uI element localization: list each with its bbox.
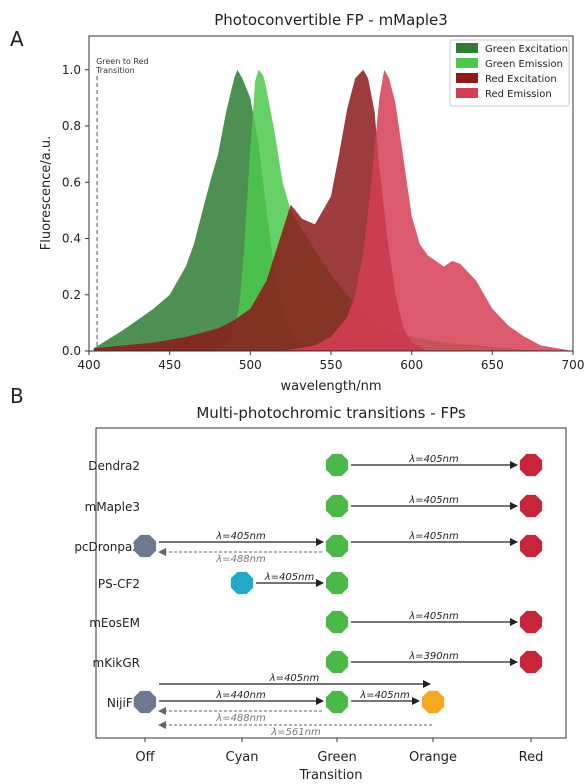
protein-label: mMaple3 <box>85 500 140 514</box>
reverse-transition-label: λ=561nm <box>270 727 321 738</box>
state-label: Green <box>317 750 356 765</box>
state-green-marker <box>325 690 349 714</box>
protein-label: Dendra2 <box>88 459 140 473</box>
transition-annotation: Green to Red <box>96 57 149 66</box>
legend-entry: Green Excitation <box>485 44 568 55</box>
state-green-marker <box>325 534 349 558</box>
transition-label: λ=405nm <box>215 531 266 542</box>
reverse-transition-label: λ=488nm <box>215 554 266 565</box>
legend: Green Excitation Green Emission Red Excita… <box>449 39 570 107</box>
panel-b-letter: B <box>10 384 24 408</box>
state-green-marker <box>325 494 349 518</box>
transition-label: λ=405nm <box>264 572 315 583</box>
state-orange-marker <box>421 690 445 714</box>
spectra-plot-frame <box>88 35 574 352</box>
reverse-transition-label: λ=488nm <box>215 713 266 724</box>
series-red-emission <box>282 69 573 351</box>
state-label: Orange <box>409 750 457 765</box>
y-tick-label: 0.2 <box>62 288 81 302</box>
legend-box <box>449 39 570 107</box>
panel-a-title: Photoconvertible FP - mMaple3 <box>214 11 448 29</box>
state-label: Off <box>135 750 155 765</box>
transition-label: λ=405nm <box>408 495 459 506</box>
spectra-plot: 400 450 500 550 600 650 700 0.0 0.2 0.4 0.6 0.8 1.0 G… <box>62 39 585 372</box>
protein-label: mKikGR <box>93 656 140 670</box>
transition-label: λ=405nm <box>269 673 320 684</box>
x-tick-label: 400 <box>78 358 101 372</box>
state-off-marker <box>133 534 157 558</box>
legend-swatch <box>456 88 478 98</box>
y-tick-label: 1.0 <box>62 63 81 77</box>
y-tick-label: 0.6 <box>62 175 81 189</box>
state-green-marker <box>325 571 349 595</box>
transition-label: λ=390nm <box>408 651 459 662</box>
transitions-diagram: Dendra2 λ=405nm mMaple3 λ=405nm pcDronpa2 λ=4… <box>74 453 544 765</box>
protein-label: pcDronpa2 <box>74 540 140 554</box>
protein-label: PS-CF2 <box>98 577 140 591</box>
series-red-excitation <box>93 69 428 351</box>
panel-a-letter: A <box>10 27 24 51</box>
transition-label: λ=405nm <box>359 690 410 701</box>
y-tick-label: 0.4 <box>62 232 81 246</box>
state-red-marker <box>519 610 543 634</box>
state-label: Cyan <box>226 750 259 765</box>
x-tick-label: 500 <box>239 358 262 372</box>
y-tick-label: 0.0 <box>62 344 81 358</box>
legend-entry: Red Excitation <box>485 74 557 85</box>
x-tick-label: 700 <box>562 358 585 372</box>
panel-b-title: Multi-photochromic transitions - FPs <box>196 404 466 422</box>
protein-label: mEosEM <box>89 616 140 630</box>
x-tick-label: 450 <box>158 358 181 372</box>
transition-label: λ=405nm <box>408 531 459 542</box>
state-red-marker <box>519 534 543 558</box>
state-red-marker <box>519 650 543 674</box>
spectra-areas <box>93 69 573 351</box>
x-axis-label: wavelength/nm <box>280 379 381 394</box>
transition-axis-label: Transition <box>299 768 363 783</box>
state-label: Red <box>519 750 544 765</box>
transition-label: λ=405nm <box>408 611 459 622</box>
transitions-diagram-frame <box>95 427 567 739</box>
legend-swatch <box>456 43 478 53</box>
state-green-marker <box>325 610 349 634</box>
state-cyan-marker <box>230 571 254 595</box>
legend-entry: Red Emission <box>485 89 552 100</box>
x-tick-label: 550 <box>320 358 343 372</box>
state-off-marker <box>133 690 157 714</box>
x-tick-label: 650 <box>481 358 504 372</box>
legend-entry: Green Emission <box>485 59 563 70</box>
state-red-marker <box>519 494 543 518</box>
transition-label: λ=440nm <box>215 690 266 701</box>
legend-swatch <box>456 73 478 83</box>
y-tick-label: 0.8 <box>62 119 81 133</box>
x-tick-label: 600 <box>400 358 423 372</box>
y-axis-label: Fluorescence/a.u. <box>39 136 54 251</box>
state-green-marker <box>325 650 349 674</box>
legend-swatch <box>456 58 478 68</box>
protein-label: NijiFP <box>107 696 140 710</box>
transition-label: λ=405nm <box>408 454 459 465</box>
state-green-marker <box>325 453 349 477</box>
transition-annotation: Transition <box>95 66 135 75</box>
state-red-marker <box>519 453 543 477</box>
